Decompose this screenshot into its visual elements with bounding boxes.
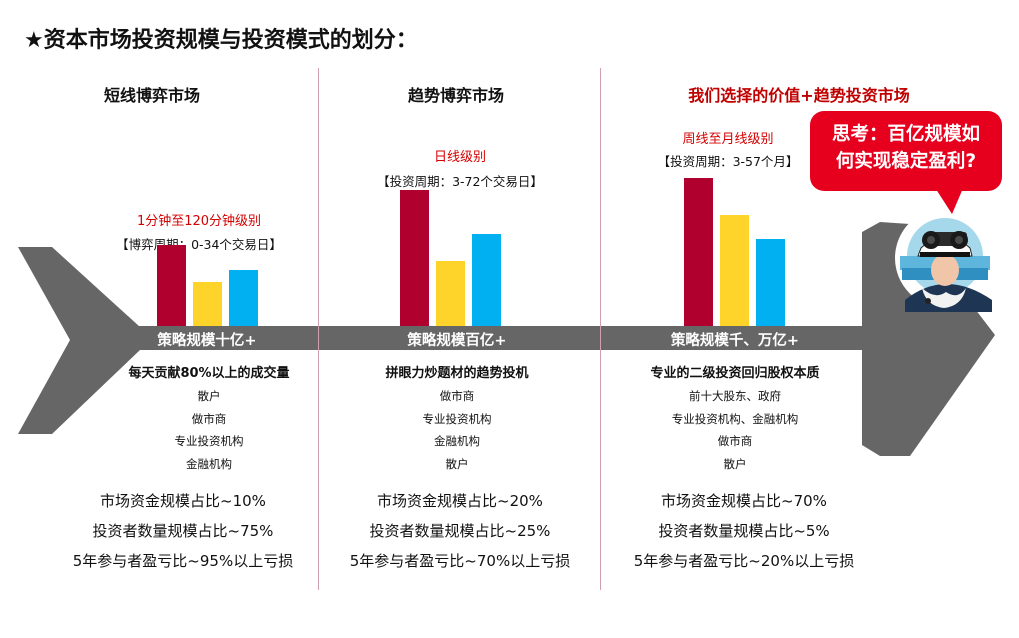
participant-item: 散户	[197, 389, 221, 403]
bar-red	[400, 190, 429, 326]
stat-loss-ratio: 5年参与者盈亏比~20%以上亏损	[633, 552, 855, 570]
stats-value-trend: 市场资金规模占比~70% 投资者数量规模占比~5% 5年参与者盈亏比~20%以上…	[599, 486, 889, 576]
stat-investor-share: 投资者数量规模占比~25%	[369, 522, 551, 540]
participant-item: 金融机构	[434, 434, 480, 448]
bar-group-short-term	[157, 178, 267, 326]
page-title: ★资本市场投资规模与投资模式的划分：	[24, 28, 418, 53]
participant-item: 做市商	[191, 411, 227, 426]
column-heading-value-trend: 我们选择的价值+趋势投资市场	[688, 86, 910, 105]
stat-capital-share: 市场资金规模占比~70%	[661, 492, 827, 510]
column-divider-1	[318, 68, 319, 590]
participants-list-value-trend: 前十大股东、政府 专业投资机构、金融机构 做市商 散户	[595, 385, 875, 475]
stat-loss-ratio: 5年参与者盈亏比~70%以上亏损	[349, 552, 571, 570]
stats-trend: 市场资金规模占比~20% 投资者数量规模占比~25% 5年参与者盈亏比~70%以…	[315, 486, 605, 576]
stat-investor-share: 投资者数量规模占比~5%	[658, 522, 830, 540]
bar-red	[684, 178, 713, 326]
participant-item: 做市商	[717, 434, 753, 448]
thinking-callout: 思考：百亿规模如 何实现稳定盈利?	[810, 111, 1002, 191]
participants-list-trend: 做市商 专业投资机构 金融机构 散户	[317, 385, 597, 475]
stat-investor-share: 投资者数量规模占比~75%	[92, 522, 274, 540]
stats-short-term: 市场资金规模占比~10% 投资者数量规模占比~75% 5年参与者盈亏比~95%以…	[38, 486, 328, 576]
column-heading-short-term: 短线博弈市场	[103, 86, 200, 105]
participant-item: 专业投资机构、金融机构	[671, 411, 799, 426]
column-divider-2	[600, 68, 601, 590]
participant-item: 专业投资机构	[422, 411, 492, 426]
bar-blue	[756, 239, 785, 326]
participant-item: 前十大股东、政府	[689, 389, 781, 403]
bar-group-value-trend	[684, 178, 794, 326]
participant-item: 散户	[445, 456, 469, 471]
strategy-scale-label-value-trend: 策略规模千、万亿+	[670, 333, 800, 349]
bubble-pointer	[934, 186, 964, 214]
participant-item: 做市商	[439, 389, 475, 403]
level-label-value-trend: 周线至月线级别	[682, 132, 774, 147]
stat-capital-share: 市场资金规模占比~10%	[100, 492, 266, 510]
bar-yellow	[193, 282, 222, 326]
period-label-value-trend: 【投资周期：3-57个月】	[657, 154, 799, 169]
strategy-scale-label-trend: 策略规模百亿+	[407, 333, 507, 349]
bar-group-trend	[400, 178, 510, 326]
participant-item: 散户	[723, 456, 747, 471]
callout-line-2: 何实现稳定盈利?	[835, 151, 977, 172]
participant-item: 金融机构	[186, 456, 232, 471]
bar-yellow	[436, 261, 465, 326]
strategy-scale-label-short-term: 策略规模十亿+	[157, 333, 257, 349]
bar-blue	[229, 270, 258, 326]
description-short-term: 每天贡献80%以上的成交量	[128, 366, 290, 381]
callout-line-1: 思考：百亿规模如	[831, 124, 980, 145]
stat-loss-ratio: 5年参与者盈亏比~95%以上亏损	[72, 552, 294, 570]
participants-list-short-term: 散户 做市商 专业投资机构 金融机构	[69, 385, 349, 475]
bar-blue	[472, 234, 501, 326]
level-label-short-term: 1分钟至120分钟级别	[136, 214, 262, 229]
participant-item: 专业投资机构	[174, 434, 244, 448]
bar-red	[157, 245, 186, 326]
fish-spine	[120, 326, 900, 350]
period-label-trend: 【投资周期：3-72个交易日】	[377, 174, 543, 189]
sailor-icon	[895, 208, 995, 312]
fish-head	[862, 222, 995, 456]
column-heading-trend: 趋势博弈市场	[407, 86, 504, 105]
stat-capital-share: 市场资金规模占比~20%	[377, 492, 543, 510]
fish-tail	[18, 247, 140, 434]
level-label-trend: 日线级别	[433, 150, 486, 165]
bar-yellow	[720, 215, 749, 326]
description-value-trend: 专业的二级投资回归股权本质	[650, 366, 820, 381]
description-trend: 拼眼力炒题材的趋势投机	[385, 366, 529, 381]
